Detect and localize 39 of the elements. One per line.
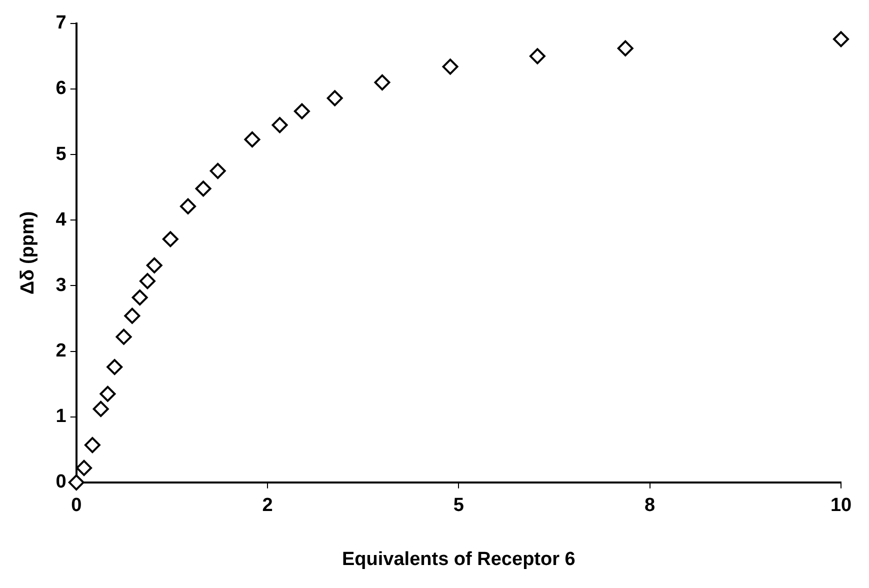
point	[84, 437, 100, 454]
point	[116, 328, 132, 345]
x-tick-label: 10	[830, 495, 852, 516]
point	[374, 74, 390, 90]
point	[76, 460, 92, 476]
point	[124, 308, 140, 324]
x-tick-label: 0	[71, 495, 82, 516]
x-tick-label: 2	[262, 495, 273, 516]
y-axis-title: Δδ (ppm)	[18, 211, 39, 295]
point	[180, 198, 196, 214]
point	[272, 117, 288, 134]
y-tick-label: 7	[56, 12, 66, 34]
point	[92, 400, 109, 417]
point	[833, 31, 849, 48]
point	[442, 58, 458, 75]
point	[132, 289, 148, 306]
point	[68, 474, 84, 490]
point	[146, 257, 162, 274]
x-tick-label: 5	[453, 495, 464, 516]
point	[294, 103, 310, 120]
y-tick-label: 4	[56, 209, 67, 230]
point	[162, 231, 178, 248]
y-tick-label: 1	[56, 406, 67, 428]
x-tick-label: 8	[644, 495, 656, 516]
point	[244, 131, 260, 148]
y-tick-label: 3	[56, 274, 66, 296]
point	[617, 40, 634, 56]
point	[106, 358, 123, 375]
point	[195, 180, 212, 197]
point	[210, 162, 226, 179]
point	[139, 273, 156, 290]
y-tick-label: 5	[56, 144, 67, 165]
point	[100, 386, 116, 402]
point	[326, 90, 343, 106]
y-tick-label: 0	[56, 472, 66, 493]
y-tick-label: 2	[56, 340, 66, 362]
point	[529, 48, 546, 64]
x-axis-title: Equivalents of Receptor 6	[342, 548, 576, 570]
y-tick-label: 6	[56, 78, 66, 100]
